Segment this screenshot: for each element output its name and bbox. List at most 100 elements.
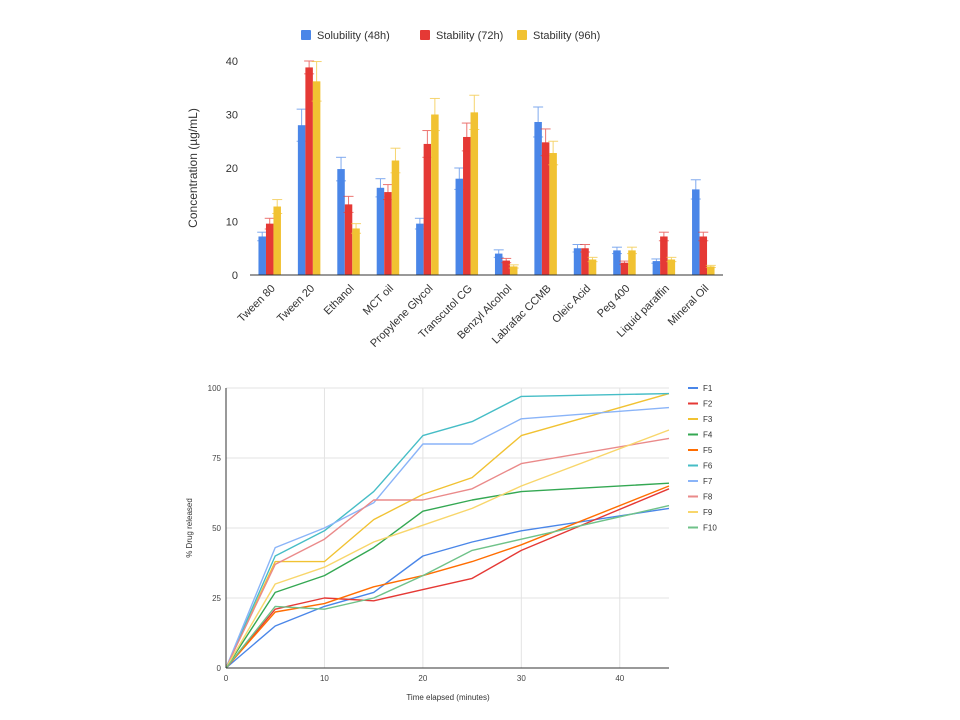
line-series-f8 <box>225 437 670 669</box>
line-y-tick-label: 25 <box>212 594 221 603</box>
legend-label: Stability (72h) <box>436 30 503 42</box>
bar-propylene-glycol-solubility-48h <box>416 223 424 275</box>
line-x-tick-label: 30 <box>517 674 526 683</box>
error-bar <box>469 94 480 130</box>
error-bar <box>658 231 669 242</box>
error-bar <box>493 249 504 258</box>
line-x-tick-label: 20 <box>418 674 427 683</box>
bar-tween-20-stability-96h <box>312 81 321 275</box>
error-bar <box>257 231 268 242</box>
legend-label: Solubility (48h) <box>317 30 390 42</box>
bar-tween-20-stability-72h <box>305 67 313 275</box>
line-chart-lines <box>225 392 670 669</box>
bar-tween-80-stability-72h <box>265 223 274 275</box>
line-chart-y-axis-label: % Drug released <box>185 498 194 558</box>
bar-liquid-paraffin-stability-96h <box>667 259 676 275</box>
error-bar <box>501 257 512 264</box>
line-series-f10 <box>225 504 670 669</box>
bar-mineral-oil-stability-72h <box>699 236 708 275</box>
error-bar <box>375 178 386 198</box>
legend-swatch <box>301 30 311 40</box>
legend-item-f2: F2 <box>688 400 713 409</box>
bar-chart-bars <box>257 60 716 276</box>
line-x-tick-label: 40 <box>615 674 624 683</box>
error-bar <box>533 106 544 138</box>
legend-label: F9 <box>703 508 713 517</box>
legend-label: F3 <box>703 415 713 424</box>
line-series-f6 <box>225 392 670 669</box>
legend-label: F2 <box>703 400 713 409</box>
line-series-f5 <box>225 485 670 669</box>
bar-x-tick-label: MCT oil <box>361 283 396 318</box>
error-bar <box>296 108 307 142</box>
legend-label: F10 <box>703 524 717 533</box>
line-y-tick-label: 75 <box>212 454 221 463</box>
bar-tween-80-solubility-48h <box>258 236 266 275</box>
bar-peg-400-stability-96h <box>628 250 636 275</box>
line-series-f3 <box>225 392 670 669</box>
error-bar <box>304 60 315 75</box>
bar-labrafac-ccmb-stability-96h <box>549 153 557 275</box>
legend-label: F6 <box>703 462 713 471</box>
bar-mineral-oil-stability-96h <box>707 266 715 275</box>
line-series-f9 <box>225 429 670 669</box>
bar-y-tick-label: 20 <box>226 163 238 175</box>
error-bar <box>705 264 716 269</box>
error-bar <box>264 217 275 230</box>
error-bar <box>272 199 283 214</box>
error-bar <box>414 217 425 230</box>
bar-oleic-acid-solubility-48h <box>573 248 582 275</box>
line-y-tick-label: 50 <box>212 524 221 533</box>
legend-item-f5: F5 <box>688 446 713 455</box>
legend-label: F4 <box>703 431 713 440</box>
legend-item-f4: F4 <box>688 431 713 440</box>
bar-ethanol-stability-96h <box>352 228 360 275</box>
bar-mineral-oil-solubility-48h <box>692 189 700 275</box>
error-bar <box>651 258 662 264</box>
legend-label: F8 <box>703 493 713 502</box>
bar-mct-oil-stability-72h <box>384 192 392 275</box>
error-bar <box>619 260 630 265</box>
bar-propylene-glycol-stability-72h <box>423 143 432 275</box>
bar-chart: Solubility (48h) Stability (72h) Stability… <box>186 30 723 350</box>
error-bar <box>580 244 591 253</box>
legend-swatch <box>420 30 430 40</box>
legend-item-solubility-48h: Solubility (48h) <box>301 30 390 42</box>
legend-item-f7: F7 <box>688 477 713 486</box>
line-x-tick-label: 0 <box>224 674 229 683</box>
bar-x-tick-label: Tween 20 <box>275 283 317 325</box>
bar-x-tick-label: Peg 400 <box>595 283 632 320</box>
bar-benzyl-alcohol-solubility-48h <box>494 253 503 275</box>
bar-transcutol-cg-solubility-48h <box>455 178 464 275</box>
bar-x-tick-label: Oleic Acid <box>550 283 593 326</box>
legend-label: F1 <box>703 384 713 393</box>
bar-x-tick-label: Tween 80 <box>236 283 278 325</box>
error-bar <box>390 147 401 174</box>
line-y-tick-label: 0 <box>217 664 222 673</box>
legend-item-f9: F9 <box>688 508 713 517</box>
bar-oleic-acid-stability-72h <box>581 248 589 275</box>
bar-labrafac-ccmb-solubility-48h <box>534 121 542 276</box>
legend-label: Stability (96h) <box>533 30 600 42</box>
bar-mct-oil-solubility-48h <box>376 187 385 275</box>
error-bar <box>336 156 347 182</box>
legend-item-f10: F10 <box>688 524 717 533</box>
line-chart-x-axis-label: Time elapsed (minutes) <box>406 693 490 702</box>
line-series-f4 <box>225 482 670 669</box>
error-bar <box>454 167 465 190</box>
error-bar <box>311 61 322 102</box>
bar-benzyl-alcohol-stability-96h <box>509 266 518 275</box>
line-y-tick-label: 100 <box>208 384 222 393</box>
bar-y-tick-label: 30 <box>226 110 238 122</box>
bar-labrafac-ccmb-stability-72h <box>541 142 550 275</box>
bar-tween-80-stability-96h <box>273 206 281 275</box>
bar-tween-20-solubility-48h <box>297 125 306 275</box>
legend-item-f3: F3 <box>688 415 713 424</box>
line-series-f1 <box>225 507 670 669</box>
error-bar <box>540 128 551 157</box>
error-bar <box>587 256 598 263</box>
bar-x-tick-label: Mineral Oil <box>666 283 712 329</box>
legend-label: F7 <box>703 477 713 486</box>
bar-ethanol-stability-72h <box>344 204 353 275</box>
